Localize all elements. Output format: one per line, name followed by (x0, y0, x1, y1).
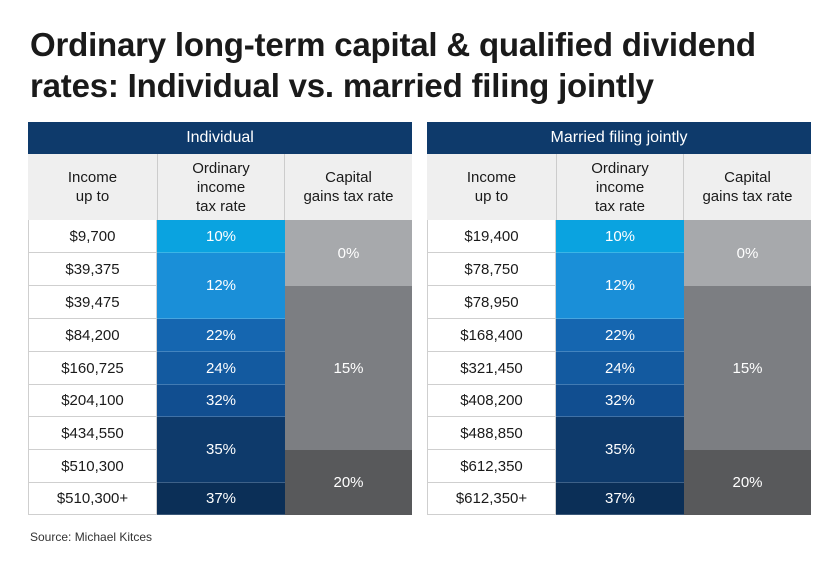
ordinary-header-line2: income (196, 178, 246, 196)
capital-rate-cell-0: 0% (684, 220, 811, 286)
rate-cell-24: 24% (556, 352, 684, 385)
capital-header-line2: gains tax rate (702, 188, 793, 205)
ordinary-header-line3: tax rate (594, 197, 646, 215)
income-cell: $78,950 (427, 286, 556, 319)
rate-cell-24: 24% (157, 352, 285, 385)
capital-rate-cell-20: 20% (285, 450, 412, 515)
income-header-line1: Income (466, 169, 517, 186)
income-cell: $39,475 (28, 286, 157, 319)
income-cell: $434,550 (28, 417, 157, 450)
rate-cell-10: 10% (556, 220, 684, 253)
income-column-header: Income up to (427, 154, 556, 220)
rate-cell-37: 37% (556, 483, 684, 515)
rate-cell-22: 22% (556, 319, 684, 352)
income-header-line2: up to (474, 188, 509, 205)
individual-table: Individual Income up to Ordinary income tax… (28, 122, 412, 515)
individual-table-title: Individual (28, 122, 412, 154)
income-cell: $204,100 (28, 385, 157, 417)
capital-header-line1: Capital (325, 169, 372, 186)
rate-cell-35: 35% (157, 417, 285, 483)
income-cell: $510,300+ (28, 483, 157, 515)
income-cell: $612,350+ (427, 483, 556, 515)
income-cell: $39,375 (28, 253, 157, 286)
rate-cell-10: 10% (157, 220, 285, 253)
income-cell: $168,400 (427, 319, 556, 352)
married-table-title: Married filing jointly (427, 122, 811, 154)
rate-cell-32: 32% (157, 385, 285, 417)
rate-cell-12: 12% (157, 253, 285, 319)
rate-cell-32: 32% (556, 385, 684, 417)
ordinary-header-line3: tax rate (195, 197, 247, 215)
income-column-header: Income up to (28, 154, 157, 220)
capital-gains-column-header: Capital gains tax rate (684, 154, 811, 220)
capital-rate-cell-0: 0% (285, 220, 412, 286)
capital-gains-column-header: Capital gains tax rate (285, 154, 412, 220)
ordinary-header-line1: Ordinary (192, 159, 250, 177)
income-header-line1: Income (67, 169, 118, 186)
ordinary-header-line1: Ordinary (591, 159, 649, 177)
rate-cell-12: 12% (556, 253, 684, 319)
income-cell: $78,750 (427, 253, 556, 286)
rate-cell-35: 35% (556, 417, 684, 483)
income-cell: $19,400 (427, 220, 556, 253)
capital-rate-cell-15: 15% (684, 286, 811, 450)
income-cell: $488,850 (427, 417, 556, 450)
capital-header-line2: gains tax rate (303, 188, 394, 205)
ordinary-rate-column-header: Ordinary income tax rate (157, 154, 285, 220)
source-note: Source: Michael Kitces (30, 530, 153, 544)
rate-cell-22: 22% (157, 319, 285, 352)
income-cell: $408,200 (427, 385, 556, 417)
capital-header-line1: Capital (724, 169, 771, 186)
married-table: Married filing jointly Income up to Ordin… (427, 122, 811, 515)
income-header-line2: up to (75, 188, 110, 205)
ordinary-header-line2: income (595, 178, 645, 196)
income-cell: $612,350 (427, 450, 556, 483)
capital-rate-cell-20: 20% (684, 450, 811, 515)
ordinary-rate-column-header: Ordinary income tax rate (556, 154, 684, 220)
page-title: Ordinary long-term capital & qualified d… (30, 26, 756, 104)
income-cell: $160,725 (28, 352, 157, 385)
income-cell: $510,300 (28, 450, 157, 483)
capital-rate-cell-15: 15% (285, 286, 412, 450)
income-cell: $9,700 (28, 220, 157, 253)
income-cell: $321,450 (427, 352, 556, 385)
rate-cell-37: 37% (157, 483, 285, 515)
income-cell: $84,200 (28, 319, 157, 352)
